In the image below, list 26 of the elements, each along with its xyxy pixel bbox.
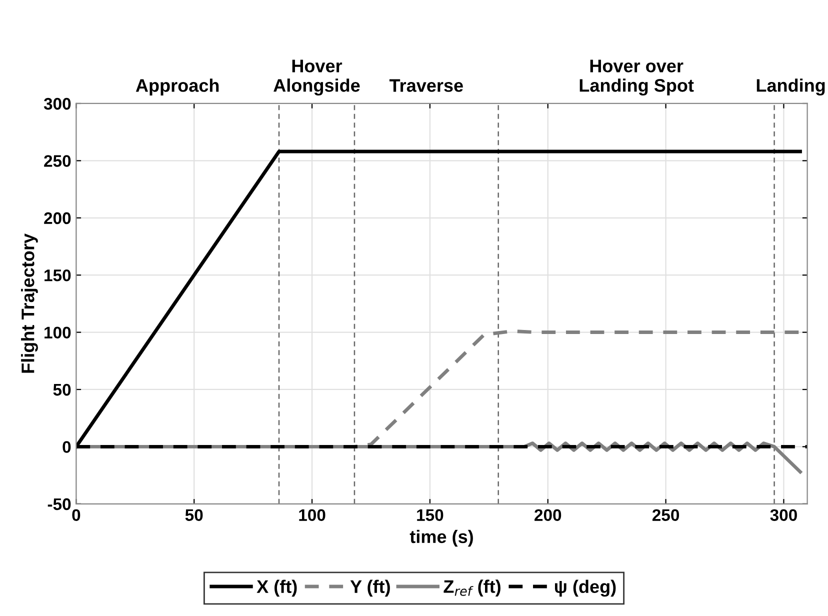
y-axis-title: Flight Trajectory	[21, 234, 38, 373]
y-tick-label: 300	[44, 98, 71, 110]
x-axis-title: time (s)	[410, 530, 473, 547]
y-tick-label: -50	[48, 498, 71, 510]
x-tick-label: 150	[417, 509, 444, 521]
text: Approach	[136, 78, 219, 96]
y-tick-label: 0	[62, 441, 71, 453]
y-tick-label: 50	[53, 384, 71, 396]
legend-label: Y (ft)	[350, 580, 390, 597]
text: Landing	[756, 78, 825, 96]
y-tick-label: 150	[44, 269, 71, 282]
x-tick-label: 50	[185, 509, 203, 521]
y-tick-label: 100	[44, 326, 71, 338]
x-tick-label: 250	[652, 509, 680, 521]
y-tick-label: 250	[44, 155, 71, 167]
legend-label: Z$_{ref}$ (ft)	[444, 580, 500, 596]
x-tick-label: 100	[299, 509, 326, 521]
legend-label: X (ft)	[256, 580, 297, 597]
x-tick-label: 300	[770, 509, 797, 522]
y-tick-label: 200	[44, 212, 71, 224]
text: Hover Alongside	[274, 60, 360, 96]
text: Traverse	[389, 79, 463, 92]
x-tick-label: 0	[72, 509, 80, 521]
legend-label: ψ (deg)	[554, 580, 616, 597]
x-tick-label: 200	[534, 509, 562, 521]
text: Hover over Landing Spot	[580, 60, 694, 96]
